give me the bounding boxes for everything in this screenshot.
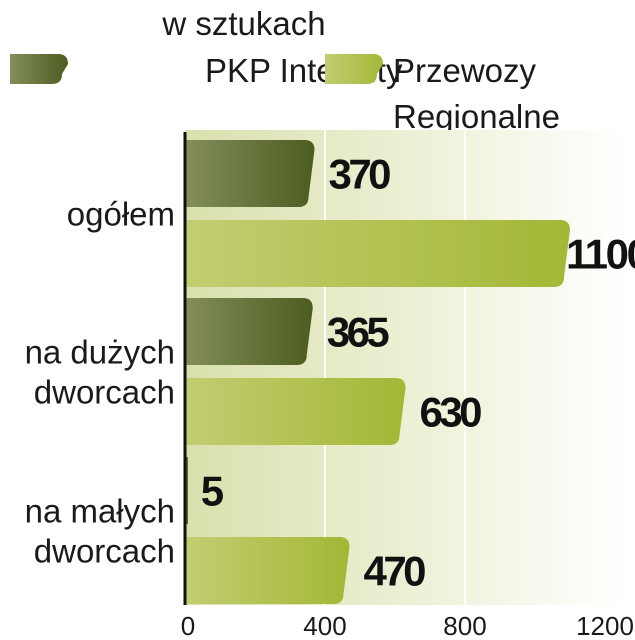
x-tick-label: 400 [303, 611, 346, 640]
legend-swatch [325, 54, 383, 84]
legend-swatch [10, 54, 68, 84]
x-tick-label: 800 [443, 611, 486, 640]
x-tick-label: 1200 [576, 611, 634, 640]
data-label: 1100 [566, 231, 635, 278]
data-label: 470 [364, 548, 427, 595]
category-label: na dużych [25, 334, 175, 371]
bar [185, 537, 350, 604]
plot-background [185, 130, 625, 605]
data-label: 370 [329, 151, 392, 198]
chart-title: w sztukach [161, 5, 325, 42]
category-label: dworcach [34, 533, 175, 570]
category-label: dworcach [34, 374, 175, 411]
bar [185, 298, 313, 365]
bar [185, 378, 406, 445]
category-label: na małych [25, 493, 175, 530]
data-label: 630 [420, 389, 483, 436]
x-tick-label: 0 [181, 611, 195, 640]
data-label: 365 [327, 309, 390, 356]
legend-label: Przewozy [393, 52, 537, 89]
legend-label: Regionalne [393, 98, 560, 135]
category-label: ogółem [67, 196, 175, 233]
bar [185, 220, 570, 287]
bar [185, 140, 315, 207]
data-label: 5 [201, 468, 224, 515]
